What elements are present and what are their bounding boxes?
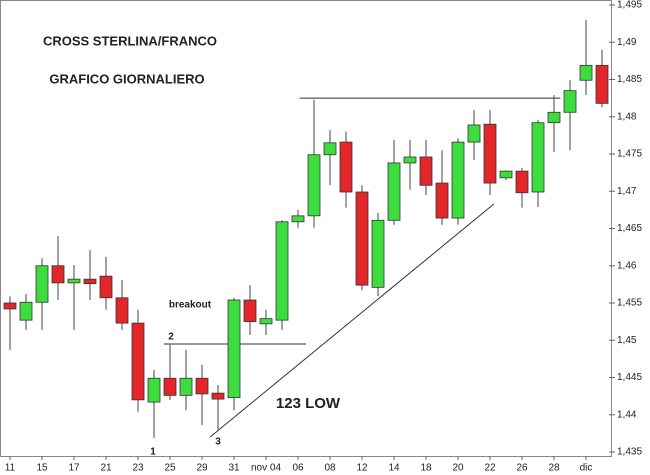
- candle-body: [195, 377, 209, 395]
- candle-body: [531, 122, 545, 193]
- annotation: 3: [215, 437, 221, 448]
- candle-body: [19, 301, 33, 321]
- candle-body: [115, 297, 129, 324]
- y-tick-label: 1,435: [617, 447, 642, 458]
- candle-body: [563, 90, 577, 113]
- annotation-line: [209, 203, 495, 438]
- candle-body: [483, 123, 497, 184]
- x-tick-label: 31: [228, 463, 240, 474]
- chart-subtitle: GRAFICO GIORNALIERO: [49, 71, 204, 86]
- annotation: breakout: [169, 300, 212, 311]
- x-tick-label: 22: [484, 463, 496, 474]
- annotation: 1: [150, 447, 156, 458]
- candle-body: [35, 265, 49, 303]
- x-tick-label: 20: [452, 463, 464, 474]
- x-tick-label: 17: [68, 463, 80, 474]
- x-tick-label: 18: [420, 463, 432, 474]
- x-tick-label: 14: [388, 463, 400, 474]
- y-tick-label: 1,445: [617, 372, 642, 383]
- y-tick-label: 1,495: [617, 0, 642, 11]
- candle-body: [179, 377, 193, 396]
- y-tick-label: 1,465: [617, 223, 642, 234]
- x-tick-label: nov 04: [251, 463, 281, 474]
- candle-body: [451, 141, 465, 219]
- candle-body: [83, 278, 97, 285]
- x-tick-label: 23: [132, 463, 144, 474]
- candle-body: [259, 318, 273, 325]
- candle-body: [3, 302, 17, 310]
- x-tick-label: 06: [292, 463, 304, 474]
- candle-body: [387, 162, 401, 221]
- y-tick-label: 1,45: [617, 335, 637, 346]
- candle-body: [275, 221, 289, 321]
- candle-body: [51, 265, 65, 284]
- x-tick-label: 12: [356, 463, 368, 474]
- candle-body: [243, 299, 257, 323]
- x-tick-label: 15: [36, 463, 48, 474]
- y-tick-label: 1,44: [617, 409, 637, 420]
- candle-body: [163, 377, 177, 396]
- annotation: 123 LOW: [276, 395, 341, 412]
- x-tick-label: 08: [324, 463, 336, 474]
- x-tick-label: 28: [548, 463, 560, 474]
- x-tick-label: 29: [196, 463, 208, 474]
- y-tick-label: 1,49: [617, 37, 637, 48]
- candle-body: [131, 322, 145, 401]
- candle-body: [339, 141, 353, 193]
- candle-body: [547, 111, 561, 124]
- candle-body: [227, 299, 241, 399]
- candle-body: [211, 392, 225, 400]
- candle-body: [291, 215, 305, 223]
- chart-title: CROSS STERLINA/FRANCO: [43, 33, 217, 48]
- y-tick-label: 1,475: [617, 149, 642, 160]
- candle-body: [467, 124, 481, 143]
- plot-frame: [0, 0, 612, 457]
- x-tick-label: dic: [580, 463, 593, 474]
- candle-body: [307, 154, 321, 217]
- x-tick-label: 26: [516, 463, 528, 474]
- x-tick-label: 11: [5, 463, 16, 474]
- candle-body: [355, 191, 369, 286]
- y-tick-label: 1,485: [617, 74, 642, 85]
- candle-body: [99, 275, 113, 299]
- y-tick-label: 1,46: [617, 260, 637, 271]
- candle-body: [595, 64, 609, 104]
- candle-body: [323, 142, 337, 156]
- candle-body: [435, 182, 449, 219]
- candle-body: [499, 170, 513, 179]
- annotation: 2: [168, 332, 174, 343]
- y-tick-label: 1,47: [617, 186, 637, 197]
- candle-body: [515, 170, 529, 194]
- x-tick-label: 21: [100, 463, 112, 474]
- candle-body: [147, 377, 161, 403]
- candle-body: [579, 64, 593, 81]
- candle-body: [403, 156, 417, 164]
- candle-body: [419, 156, 433, 186]
- candle-body: [67, 278, 81, 284]
- x-tick-label: 25: [164, 463, 176, 474]
- y-tick-label: 1,455: [617, 298, 642, 309]
- candle-body: [371, 219, 385, 288]
- y-tick-label: 1,48: [617, 111, 637, 122]
